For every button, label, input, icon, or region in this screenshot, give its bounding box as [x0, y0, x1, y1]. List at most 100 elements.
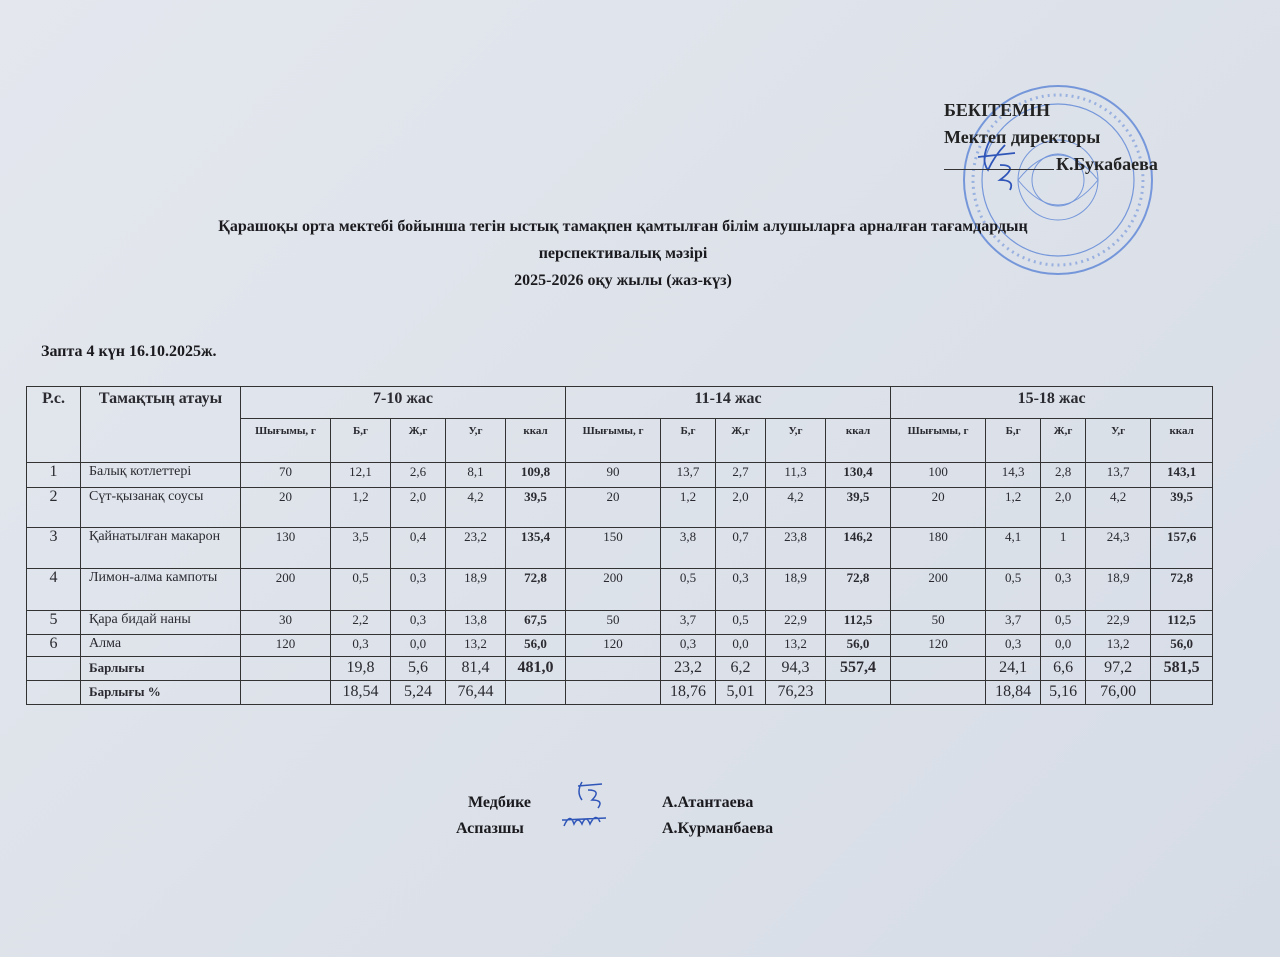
header-age-group: 15-18 жас [890, 386, 1214, 419]
table-cell: 6,2 [715, 656, 767, 681]
table-cell: 0,5 [715, 610, 767, 635]
table-cell: 13,8 [445, 610, 506, 635]
table-cell: 13,2 [1085, 634, 1152, 657]
table-cell: 72,8 [825, 568, 892, 611]
table-cell: 13,2 [445, 634, 506, 657]
table-cell: 76,00 [1085, 680, 1152, 705]
table-cell: 150 [565, 527, 662, 569]
table-cell: 72,8 [1150, 568, 1214, 611]
row-label: Барлығы % [80, 680, 241, 705]
table-cell: 67,5 [504, 610, 567, 635]
header-subcolumn: ккал [504, 418, 567, 463]
nurse-name: А.Атантаева [662, 794, 754, 811]
table-cell: 20 [565, 487, 662, 528]
table-cell: 180 [890, 527, 987, 569]
header-dish-name: Тамақтың атауы [80, 386, 241, 463]
table-cell: 12,1 [330, 462, 391, 488]
dish-name: Сүт-қызанақ соусы [80, 487, 241, 528]
table-cell: 0,3 [1040, 568, 1087, 611]
header-subcolumn: У,г [445, 418, 506, 463]
nurse-signature [577, 781, 603, 809]
table-cell: 100 [890, 462, 987, 488]
cook-name: А.Курманбаева [662, 820, 774, 837]
table-cell: 19,8 [330, 656, 391, 681]
table-cell [240, 680, 331, 705]
table-cell: 1,2 [985, 487, 1042, 528]
table-cell: 4,2 [445, 487, 506, 528]
table-cell: 109,8 [504, 462, 567, 488]
table-cell: 0,3 [985, 634, 1042, 657]
table-cell: 581,5 [1150, 656, 1214, 681]
table-cell: 143,1 [1150, 462, 1214, 488]
dish-name: Қайнатылған макарон [80, 527, 241, 569]
table-cell: 157,6 [1150, 527, 1214, 569]
table-cell: 130 [240, 527, 331, 569]
cook-role: Аспазшы [456, 820, 524, 837]
table-cell: 13,2 [765, 634, 827, 657]
table-cell: 4,1 [985, 527, 1042, 569]
table-cell [825, 680, 892, 705]
table-cell: 8,1 [445, 462, 506, 488]
table-cell: 20 [890, 487, 987, 528]
table-cell [890, 656, 987, 681]
header-age-group: 7-10 жас [239, 386, 567, 419]
table-cell: 0,4 [390, 527, 446, 569]
table-cell: 0,0 [715, 634, 767, 657]
header-subcolumn: Шығымы, г [565, 418, 662, 463]
table-cell: 6,6 [1040, 656, 1087, 681]
table-cell: 0,5 [985, 568, 1042, 611]
header-subcolumn: ккал [825, 418, 892, 463]
table-cell: 18,9 [765, 568, 827, 611]
dish-name: Қара бидай наны [80, 610, 241, 635]
header-subcolumn: Ж,г [390, 418, 446, 463]
title-line-1: Қарашоқы орта мектебі бойынша тегін ысты… [218, 218, 1028, 235]
dish-name: Лимон-алма кампоты [80, 568, 241, 611]
header-subcolumn: Б,г [660, 418, 717, 463]
row-number: 3 [26, 527, 81, 569]
table-cell: 18,76 [660, 680, 717, 705]
table-cell: 2,0 [390, 487, 446, 528]
table-cell: 0,0 [390, 634, 446, 657]
header-subcolumn: Шығымы, г [890, 418, 987, 463]
table-cell: 24,1 [985, 656, 1042, 681]
table-cell [1150, 680, 1214, 705]
table-cell: 72,8 [504, 568, 567, 611]
row-number: 1 [26, 462, 81, 488]
table-row: 6 Алма 120 0,3 0,0 13,2 56,0 120 0,3 0,0 13,2 56,0 1… [26, 634, 1214, 657]
dish-name: Алма [80, 634, 241, 657]
day-label: Запта 4 күн 16.10.2025ж. [41, 343, 217, 360]
director-name: К.Букабаева [1056, 154, 1158, 174]
table-row: 4 Лимон-алма кампоты 200 0,5 0,3 18,9 72,8 200 0… [26, 568, 1214, 611]
empty-cell [26, 656, 81, 681]
approval-heading: БЕКІТЕМІН [944, 100, 1050, 120]
table-cell: 18,84 [985, 680, 1042, 705]
header-row-number: Р.с. [26, 386, 81, 463]
percent-row: Барлығы % 18,54 5,24 76,44 18,76 5,01 76,23 18,… [26, 680, 1214, 705]
table-cell: 200 [565, 568, 662, 611]
menu-table: Р.с. Тамақтың атауы 7-10 жас 11-14 жас 15-18… [26, 386, 1214, 705]
table-cell: 50 [890, 610, 987, 635]
table-cell: 1 [1040, 527, 1087, 569]
table-cell: 14,3 [985, 462, 1042, 488]
table-cell: 39,5 [825, 487, 892, 528]
empty-cell [26, 680, 81, 705]
table-cell: 5,6 [390, 656, 446, 681]
table-cell: 5,24 [390, 680, 446, 705]
table-cell: 120 [240, 634, 331, 657]
approval-position: Мектеп директоры [944, 127, 1101, 147]
table-cell: 200 [890, 568, 987, 611]
table-cell: 18,9 [1085, 568, 1152, 611]
table-cell: 81,4 [445, 656, 506, 681]
table-cell: 18,54 [330, 680, 391, 705]
table-cell: 481,0 [504, 656, 567, 681]
table-cell [240, 656, 331, 681]
dish-name: Балық котлеттері [80, 462, 241, 488]
row-number: 2 [26, 487, 81, 528]
table-cell: 23,2 [445, 527, 506, 569]
table-cell: 13,7 [660, 462, 717, 488]
table-cell: 2,0 [1040, 487, 1087, 528]
table-cell: 0,3 [390, 568, 446, 611]
table-cell: 24,3 [1085, 527, 1152, 569]
table-cell [890, 680, 987, 705]
title-line-2: перспективалық мәзірі [538, 245, 708, 262]
